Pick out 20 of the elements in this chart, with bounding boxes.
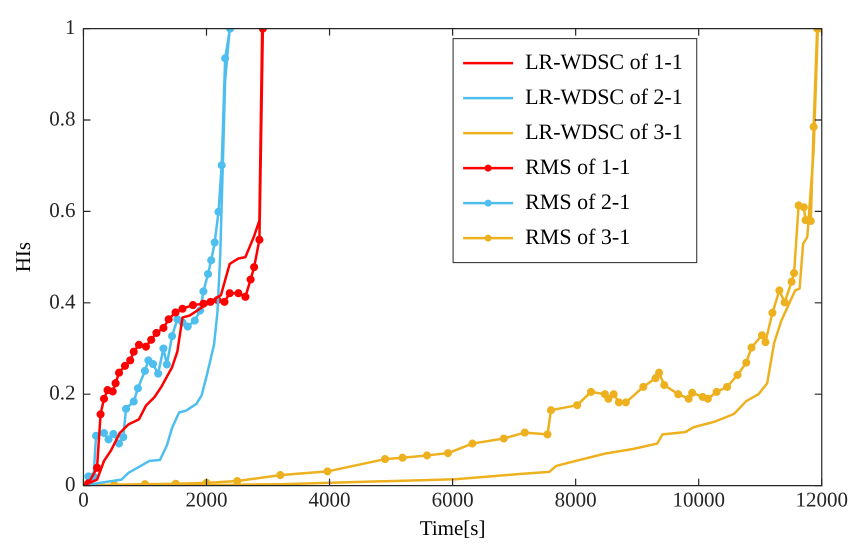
y-tick-label: 1 [64, 15, 76, 40]
x-tick-label: 4000 [308, 488, 351, 512]
x-tick-label: 12000 [796, 488, 848, 512]
x-axis-title: Time[s] [420, 516, 486, 540]
x-tick-label: 2000 [186, 488, 228, 512]
legend-label: LR-WDSC of 2-1 [525, 84, 683, 109]
legend-label: RMS of 2-1 [525, 188, 630, 214]
legend-label: LR-WDSC of 1-1 [525, 48, 683, 74]
y-tick-label: 0.6 [49, 198, 76, 222]
x-tick-label: 8000 [554, 488, 597, 512]
y-tick-label: 0 [64, 472, 76, 496]
x-tick-label: 10000 [672, 488, 725, 512]
legend-label: RMS of 3-1 [525, 224, 630, 249]
y-tick-label: 0.2 [49, 380, 76, 405]
y-tick-label: 0.8 [49, 106, 76, 131]
y-tick-label: 0.4 [49, 289, 76, 314]
y-axis-title: HIs [11, 242, 36, 272]
legend-label: RMS of 1-1 [525, 154, 630, 179]
legend-label: LR-WDSC of 3-1 [525, 118, 683, 144]
x-tick-label: 6000 [432, 488, 474, 512]
